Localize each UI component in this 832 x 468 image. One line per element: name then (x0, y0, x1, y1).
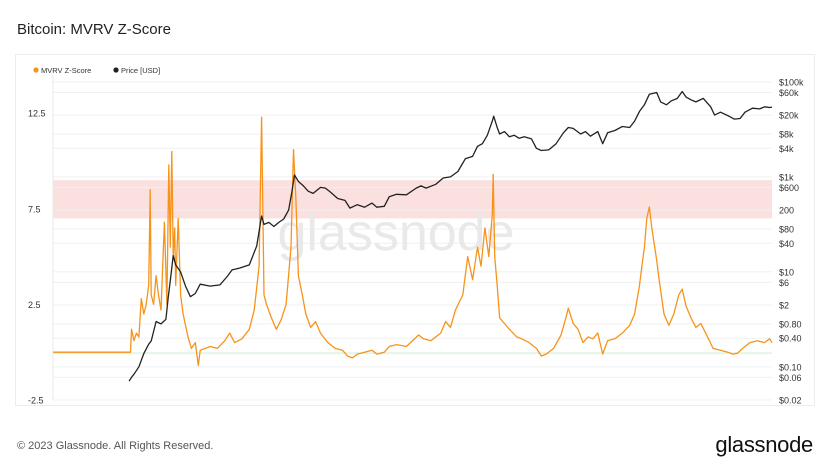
legend-label: Price [USD] (121, 66, 160, 75)
y-left-tick-label: 7.5 (28, 204, 41, 214)
y-right-tick-label: $6 (779, 278, 789, 288)
legend-marker (33, 67, 39, 73)
y-right-tick-label: $4k (779, 144, 794, 154)
chart-panel: glassnode 12.5 7.5 2.5 -2.5 $100k $60k $20k $8… (16, 55, 814, 414)
x-tick-label: 2022 (681, 404, 701, 405)
mvrv-zscore-chart: glassnode 12.5 7.5 2.5 -2.5 $100k$60k $20k $8… (28, 66, 804, 414)
y-right-tick-label: $8k (779, 130, 794, 140)
legend: MVRV Z-Score Price [USD] (33, 66, 160, 75)
glassnode-logo: glassnode (715, 432, 813, 457)
page-title: Bitcoin: MVRV Z-Score (17, 21, 171, 38)
x-tick-label: 2015 (337, 404, 357, 405)
x-tick-label: 2020 (583, 404, 603, 405)
legend-label: MVRV Z-Score (41, 66, 91, 75)
series-layer (53, 90, 773, 382)
x-tick-label: 2016 (387, 404, 407, 405)
x-tick-label: 2021 (632, 404, 652, 405)
glassnode-watermark: glassnode (277, 204, 514, 262)
zscore-series-line (53, 116, 773, 367)
x-tick-label: 2017 (436, 404, 456, 405)
y-left-tick-label: -2.5 (28, 396, 44, 406)
y-right-tick-label: $40 (779, 239, 794, 249)
y-right-tick-label: $80 (779, 224, 794, 234)
copyright-text: © 2023 Glassnode. All Rights Reserved. (17, 440, 214, 452)
y-right-tick-label: $0.80 (779, 319, 802, 329)
y-right-tick-label: $0.40 (779, 334, 802, 344)
y-right-tick-label: $0.06 (779, 373, 802, 383)
y-right-ticks: $100k$60k $20k $8k $4k $1k$600 200 $80 $40 $10$6… (779, 77, 804, 405)
y-left-tick-label: 12.5 (28, 109, 46, 119)
x-axis-ticks: 2010 2011 2012 2013 2014 2015 2016 2017 2018 2019… (92, 404, 750, 414)
x-tick-label: 2010 (92, 404, 112, 405)
x-tick-label: 2012 (190, 404, 210, 405)
y-left-ticks: 12.5 7.5 2.5 -2.5 (28, 109, 46, 406)
y-right-tick-label: 200 (779, 206, 794, 216)
x-tick-label: 2023 (730, 404, 750, 405)
y-right-tick-label: $20k (779, 111, 799, 121)
y-right-tick-label: $0.10 (779, 362, 802, 372)
price-series-line (128, 90, 773, 382)
y-left-tick-label: 2.5 (28, 300, 41, 310)
x-tick-label: 2014 (288, 404, 308, 405)
green-zone (53, 352, 772, 355)
y-right-tick-label: $600 (779, 183, 799, 193)
y-right-tick-label: $1k (779, 172, 794, 182)
x-tick-label: 2018 (485, 404, 505, 405)
y-right-tick-label: $0.02 (779, 396, 802, 406)
x-tick-label: 2019 (534, 404, 554, 405)
x-tick-label: 2013 (239, 404, 259, 405)
y-right-tick-label: $10 (779, 267, 794, 277)
x-tick-label: 2011 (141, 404, 160, 405)
y-right-tick-label: $100k (779, 77, 804, 87)
legend-marker (113, 67, 119, 73)
y-right-tick-label: $2 (779, 301, 789, 311)
y-right-tick-label: $60k (779, 88, 799, 98)
